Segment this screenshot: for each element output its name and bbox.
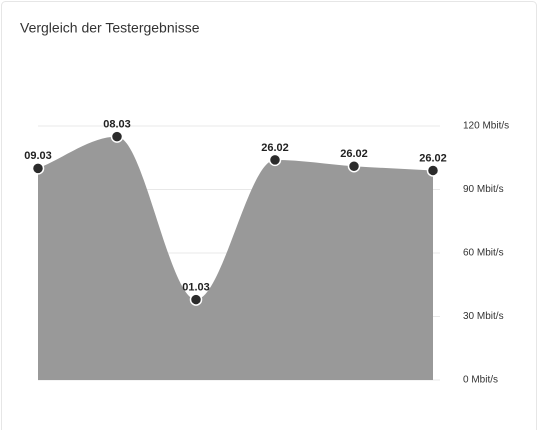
y-tick-label: 0 Mbit/s bbox=[463, 375, 498, 386]
data-point bbox=[31, 162, 45, 175]
data-point bbox=[268, 153, 282, 167]
area bbox=[38, 136, 433, 380]
point-label: 26.02 bbox=[419, 152, 447, 164]
y-tick-label: 120 Mbit/s bbox=[463, 121, 509, 132]
y-tick-label: 30 Mbit/s bbox=[463, 311, 504, 322]
data-point bbox=[189, 293, 203, 306]
y-tick-label: 90 Mbit/s bbox=[463, 184, 504, 195]
point-label: 09.03 bbox=[24, 150, 52, 162]
point-label: 08.03 bbox=[103, 118, 131, 130]
point-label: 26.02 bbox=[261, 142, 289, 154]
point-label: 26.02 bbox=[340, 148, 368, 160]
chart-title: Vergleich der Testergebnisse bbox=[20, 20, 200, 36]
y-tick-label: 60 Mbit/s bbox=[463, 248, 504, 259]
data-point bbox=[347, 159, 361, 173]
point-label: 01.03 bbox=[182, 281, 210, 293]
data-point bbox=[110, 130, 124, 143]
data-point bbox=[426, 164, 440, 177]
